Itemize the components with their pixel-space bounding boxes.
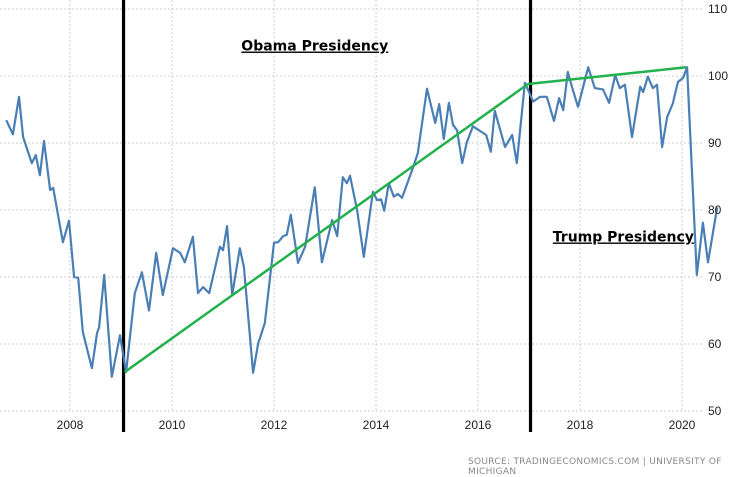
x-tick-label: 2020 [669, 418, 696, 432]
y-tick-label: 100 [708, 69, 728, 83]
axis-ticks: 50 60 70 80 90 100 110 2008 2010 2012 2014 2016 2018… [57, 2, 729, 432]
x-tick-label: 2014 [363, 418, 390, 432]
presidency-markers [121, 0, 533, 432]
trump-trend-line [527, 66, 687, 86]
x-tick-label: 2012 [261, 418, 288, 432]
annotations: Obama Presidency Trump Presidency [241, 39, 694, 246]
x-tick-label: 2018 [567, 418, 594, 432]
y-tick-label: 110 [708, 2, 727, 16]
y-tick-label: 60 [708, 337, 722, 351]
obama-trend-line [123, 83, 529, 374]
trump-label: Trump Presidency [553, 229, 694, 245]
grid [0, 0, 702, 412]
source-note: SOURCE: TRADINGECONOMICS.COM | UNIVERSIT… [468, 457, 722, 477]
y-tick-label: 90 [708, 136, 722, 150]
y-tick-label: 80 [708, 203, 722, 217]
x-tick-label: 2010 [159, 418, 186, 432]
data-lines [5, 66, 719, 378]
obama-label: Obama Presidency [241, 39, 388, 55]
y-tick-label: 70 [708, 270, 722, 284]
y-tick-label: 50 [708, 404, 722, 418]
series-line [5, 66, 719, 378]
x-tick-label: 2016 [465, 418, 492, 432]
x-tick-label: 2008 [57, 418, 84, 432]
